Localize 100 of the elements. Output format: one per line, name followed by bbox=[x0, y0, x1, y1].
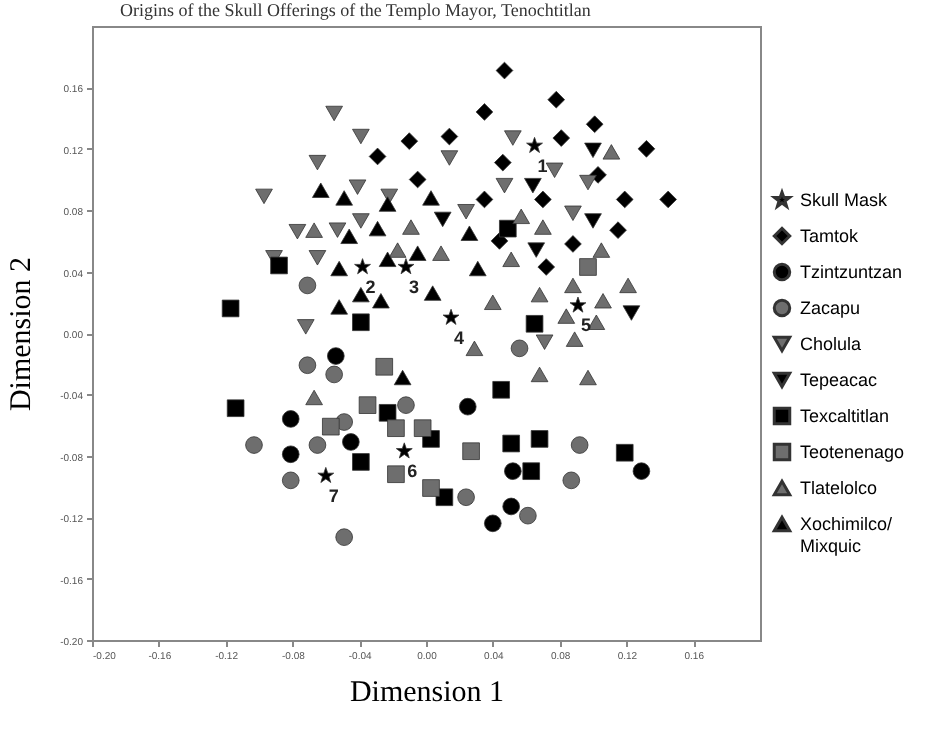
point bbox=[352, 213, 370, 229]
point bbox=[308, 250, 327, 266]
point bbox=[475, 103, 494, 121]
point bbox=[564, 235, 582, 253]
point bbox=[585, 115, 604, 134]
point bbox=[296, 319, 315, 335]
point bbox=[475, 190, 494, 209]
point bbox=[530, 286, 549, 303]
point bbox=[526, 136, 543, 153]
point bbox=[354, 258, 371, 275]
point bbox=[458, 397, 477, 416]
legend-label: Tlatelolco bbox=[800, 478, 878, 498]
point bbox=[352, 453, 370, 471]
point bbox=[226, 399, 245, 417]
point bbox=[298, 276, 317, 295]
legend-label: Tamtok bbox=[800, 226, 860, 246]
point bbox=[547, 90, 566, 109]
point bbox=[330, 299, 348, 315]
point bbox=[221, 299, 240, 318]
point bbox=[530, 430, 549, 448]
point bbox=[281, 445, 300, 464]
point bbox=[545, 162, 564, 178]
point bbox=[537, 258, 556, 276]
point bbox=[413, 419, 432, 437]
point bbox=[592, 242, 611, 258]
point bbox=[615, 443, 634, 462]
point bbox=[388, 242, 407, 258]
point bbox=[530, 366, 549, 383]
point bbox=[288, 224, 307, 240]
point bbox=[440, 150, 459, 166]
point bbox=[462, 442, 480, 460]
point bbox=[305, 389, 323, 406]
point bbox=[352, 128, 370, 145]
point bbox=[584, 142, 602, 158]
point bbox=[510, 339, 529, 358]
point bbox=[527, 242, 545, 258]
point bbox=[525, 315, 544, 333]
point bbox=[602, 144, 621, 160]
point bbox=[619, 277, 637, 294]
point bbox=[534, 190, 552, 209]
point bbox=[402, 219, 420, 235]
point bbox=[570, 436, 589, 454]
point bbox=[440, 127, 459, 146]
point bbox=[372, 293, 390, 309]
point bbox=[378, 196, 397, 212]
point bbox=[564, 205, 582, 221]
point bbox=[432, 245, 450, 261]
point bbox=[378, 404, 397, 422]
point bbox=[328, 222, 347, 238]
point bbox=[397, 258, 415, 275]
point bbox=[298, 356, 317, 374]
point bbox=[423, 285, 442, 301]
point bbox=[504, 462, 522, 480]
point bbox=[659, 190, 677, 209]
point bbox=[534, 219, 552, 235]
point bbox=[352, 313, 370, 332]
point bbox=[368, 220, 387, 237]
point bbox=[395, 442, 413, 459]
point bbox=[622, 305, 641, 321]
point bbox=[325, 365, 343, 384]
point bbox=[519, 506, 537, 525]
point bbox=[317, 466, 335, 483]
point bbox=[457, 204, 475, 220]
annotation: 5 bbox=[580, 315, 591, 336]
annotation: 2 bbox=[365, 276, 376, 297]
point bbox=[342, 433, 360, 451]
point bbox=[368, 147, 387, 166]
point bbox=[589, 166, 607, 184]
legend-label: Tzintzuntzan bbox=[800, 262, 903, 282]
point bbox=[325, 105, 343, 122]
point bbox=[308, 436, 327, 454]
annotation: 3 bbox=[408, 276, 419, 297]
point bbox=[308, 154, 327, 171]
point bbox=[552, 129, 571, 147]
point bbox=[281, 410, 300, 428]
legend-label: Texcaltitlan bbox=[800, 406, 890, 426]
point bbox=[270, 256, 288, 275]
point bbox=[512, 208, 530, 224]
point bbox=[535, 334, 554, 350]
point bbox=[637, 140, 656, 158]
point bbox=[327, 347, 345, 365]
point bbox=[579, 369, 597, 386]
x-axis-title: Dimension 1 bbox=[349, 677, 505, 709]
y-axis-title: Dimension 2 bbox=[6, 256, 39, 412]
text: Origins of the Skull Offerings of the Templo Mayor, Tenochtitlan bbox=[120, 0, 591, 20]
point bbox=[348, 179, 367, 195]
point bbox=[562, 471, 581, 490]
legend-label: Skull Mask bbox=[800, 190, 889, 210]
point bbox=[609, 221, 627, 239]
point bbox=[504, 130, 522, 146]
point bbox=[312, 182, 330, 198]
point bbox=[433, 211, 452, 228]
point bbox=[494, 153, 512, 172]
annotation: 4 bbox=[454, 327, 465, 348]
point bbox=[442, 308, 460, 325]
annotation: 1 bbox=[537, 155, 548, 176]
legend-label: Xochimilco/ Mixquic bbox=[800, 514, 894, 556]
point bbox=[524, 177, 542, 194]
point bbox=[495, 177, 514, 194]
annotation: 7 bbox=[328, 485, 339, 506]
